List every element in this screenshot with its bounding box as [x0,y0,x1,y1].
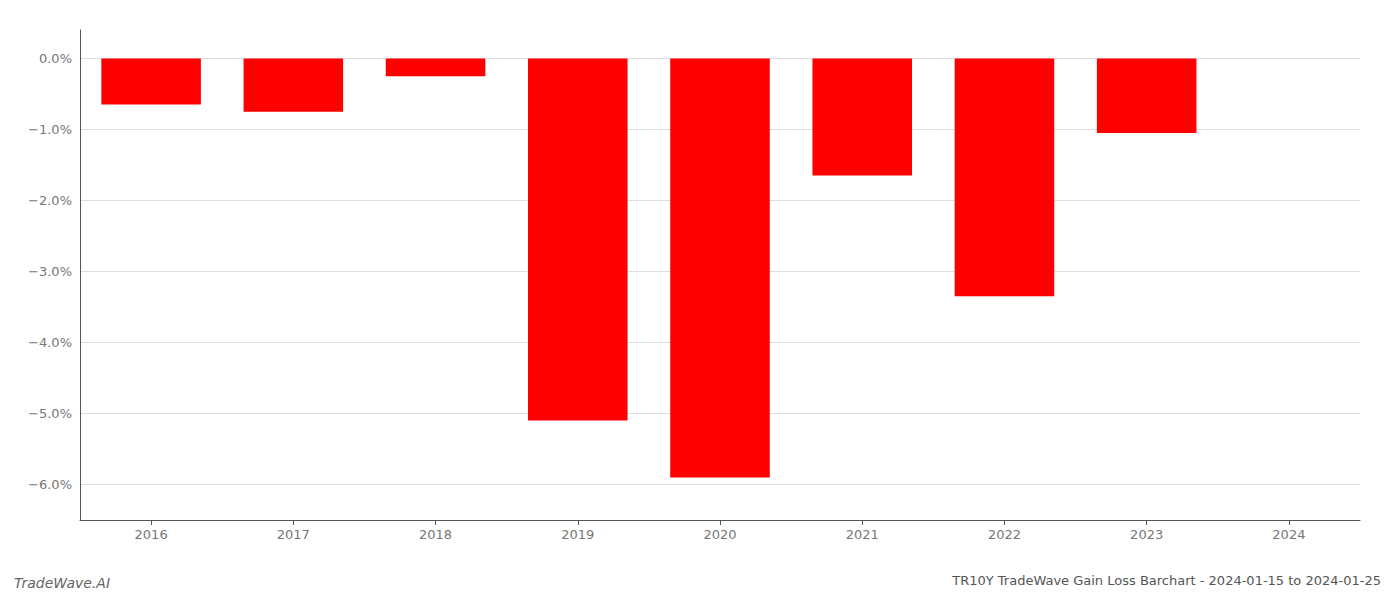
svg-text:−3.0%: −3.0% [28,264,72,279]
svg-text:2019: 2019 [561,527,594,542]
svg-text:TradeWave.AI: TradeWave.AI [14,575,110,591]
svg-text:2024: 2024 [1272,527,1305,542]
svg-text:0.0%: 0.0% [39,51,72,66]
svg-text:2023: 2023 [1130,527,1163,542]
svg-text:2018: 2018 [419,527,452,542]
svg-text:−6.0%: −6.0% [28,477,72,492]
svg-text:2020: 2020 [703,527,736,542]
svg-text:−1.0%: −1.0% [28,122,72,137]
svg-text:TR10Y TradeWave Gain Loss Barc: TR10Y TradeWave Gain Loss Barchart - 202… [951,573,1381,588]
svg-text:2017: 2017 [277,527,310,542]
svg-text:−2.0%: −2.0% [28,193,72,208]
svg-text:2022: 2022 [988,527,1021,542]
svg-text:−5.0%: −5.0% [28,406,72,421]
svg-text:2016: 2016 [135,527,168,542]
svg-text:−4.0%: −4.0% [28,335,72,350]
svg-text:2021: 2021 [846,527,879,542]
